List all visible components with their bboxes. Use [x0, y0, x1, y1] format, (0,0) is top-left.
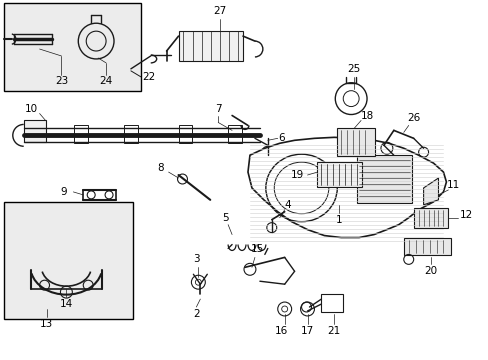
Text: 26: 26	[406, 113, 420, 123]
Text: 4: 4	[284, 200, 290, 210]
Bar	[4, 3, 141, 91]
Text: 3: 3	[193, 255, 199, 264]
Text: 23: 23	[55, 76, 68, 86]
Text: 20: 20	[423, 266, 436, 276]
Bar	[74, 125, 88, 143]
Bar	[4, 202, 133, 319]
Text: 8: 8	[157, 163, 163, 173]
Text: 24: 24	[99, 76, 112, 86]
Text: 1: 1	[335, 215, 342, 225]
Text: 22: 22	[142, 72, 155, 82]
Bar	[228, 125, 242, 143]
Text: 17: 17	[300, 326, 313, 336]
Text: 11: 11	[446, 180, 459, 190]
Polygon shape	[423, 178, 438, 205]
Bar	[24, 121, 45, 142]
Bar	[337, 129, 374, 156]
Polygon shape	[247, 137, 446, 238]
Text: 18: 18	[360, 111, 373, 121]
Text: 10: 10	[25, 104, 38, 113]
Text: 19: 19	[290, 170, 304, 180]
Text: 9: 9	[60, 187, 66, 197]
Text: 2: 2	[193, 309, 199, 319]
Bar	[413, 208, 447, 228]
Text: 14: 14	[60, 299, 73, 309]
Bar	[178, 31, 243, 61]
Text: 27: 27	[213, 6, 226, 16]
Bar	[403, 238, 450, 255]
Bar	[356, 155, 411, 203]
Bar	[178, 125, 192, 143]
Text: 12: 12	[459, 210, 472, 220]
Text: 5: 5	[222, 213, 228, 223]
Text: 21: 21	[327, 326, 340, 336]
Text: 13: 13	[40, 319, 53, 329]
Text: 6: 6	[278, 133, 285, 143]
Text: 16: 16	[275, 326, 288, 336]
Text: 7: 7	[214, 104, 221, 113]
Bar	[123, 125, 138, 143]
Text: 25: 25	[347, 64, 360, 74]
Text: 15: 15	[251, 244, 264, 255]
Bar	[317, 162, 361, 187]
Bar	[321, 294, 343, 312]
